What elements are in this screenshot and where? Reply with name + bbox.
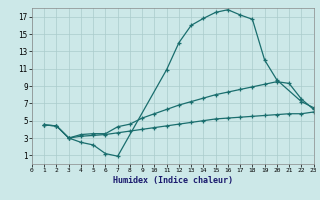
X-axis label: Humidex (Indice chaleur): Humidex (Indice chaleur) [113, 176, 233, 185]
